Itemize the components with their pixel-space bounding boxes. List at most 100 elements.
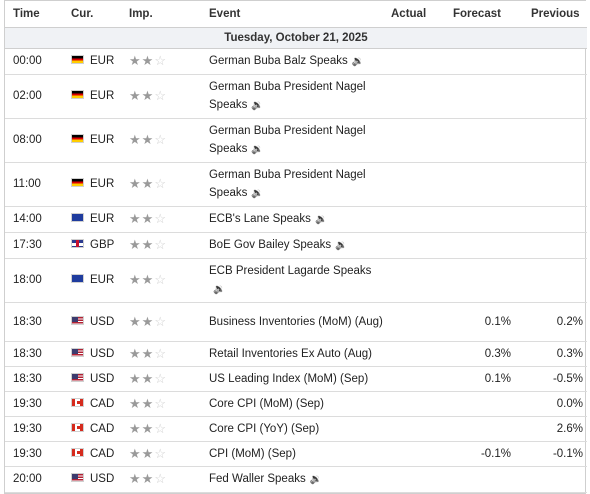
star-icon: ★ — [141, 176, 155, 191]
event-name[interactable]: Core CPI (MoM) (Sep) — [209, 397, 325, 410]
currency-cell: EUR — [71, 258, 129, 303]
event-name[interactable]: German Buba Balz Speaks — [209, 54, 348, 67]
table-row[interactable]: 00:00 EUR ★★☆ German Buba Balz Speaks 🔉 — [5, 48, 587, 75]
header-previous[interactable]: Previous — [513, 1, 587, 28]
table-row[interactable]: 20:00 USD ★★☆ Fed Waller Speaks 🔉 — [5, 466, 587, 493]
actual-value — [383, 118, 443, 163]
previous-value — [513, 206, 587, 233]
event-name[interactable]: German Buba President Nagel Speaks — [209, 168, 366, 199]
previous-value — [513, 232, 587, 259]
us-flag-icon — [71, 347, 84, 357]
event-cell[interactable]: Fed Waller Speaks 🔉 — [209, 466, 383, 493]
event-time: 17:30 — [5, 232, 71, 259]
star-icon: ★ — [129, 370, 142, 386]
header-actual[interactable]: Actual — [383, 1, 443, 28]
event-cell[interactable]: German Buba President Nagel Speaks 🔉 — [209, 74, 383, 119]
importance-cell: ★★☆ — [129, 341, 209, 367]
previous-value — [513, 466, 587, 493]
event-cell[interactable]: Core CPI (MoM) (Sep) — [209, 391, 383, 417]
header-currency[interactable]: Cur. — [71, 1, 129, 28]
table-row[interactable]: 17:30 GBP ★★☆ BoE Gov Bailey Speaks 🔉 — [5, 232, 587, 259]
table-row[interactable]: 19:30 CAD ★★☆ Core CPI (YoY) (Sep) 2.6% — [5, 416, 587, 442]
header-importance[interactable]: Imp. — [129, 1, 209, 28]
de-flag-icon — [71, 134, 84, 144]
importance-cell: ★★☆ — [129, 118, 209, 163]
table-row[interactable]: 18:30 USD ★★☆ US Leading Index (MoM) (Sep) 0… — [5, 366, 587, 392]
forecast-value — [443, 258, 513, 303]
importance-stars: ★★☆ — [129, 237, 167, 252]
star-icon: ☆ — [154, 88, 167, 103]
event-name[interactable]: CPI (MoM) (Sep) — [209, 447, 296, 460]
star-icon: ★ — [141, 132, 155, 147]
event-name[interactable]: Business Inventories (MoM) (Aug) — [209, 315, 383, 328]
event-cell[interactable]: BoE Gov Bailey Speaks 🔉 — [209, 232, 383, 259]
economic-calendar: Time Cur. Imp. Event Actual Forecast Pre… — [4, 0, 587, 494]
table-row[interactable]: 08:00 EUR ★★☆ German Buba President Nagel S… — [5, 118, 587, 163]
previous-value: -0.1% — [513, 441, 587, 467]
event-cell[interactable]: Retail Inventories Ex Auto (Aug) — [209, 341, 383, 367]
forecast-value — [443, 466, 513, 493]
table-row[interactable]: 11:00 EUR ★★☆ German Buba President Nagel S… — [5, 162, 587, 207]
event-name[interactable]: Retail Inventories Ex Auto (Aug) — [209, 347, 372, 360]
header-event[interactable]: Event — [209, 1, 383, 28]
table-row[interactable]: 02:00 EUR ★★☆ German Buba President Nagel S… — [5, 74, 587, 119]
previous-value — [513, 162, 587, 207]
currency-code: GBP — [90, 239, 115, 251]
event-name[interactable]: German Buba President Nagel Speaks — [209, 124, 366, 155]
event-cell[interactable]: Core CPI (YoY) (Sep) — [209, 416, 383, 442]
event-cell[interactable]: German Buba President Nagel Speaks 🔉 — [209, 118, 383, 163]
star-icon: ★ — [141, 211, 155, 226]
event-cell[interactable]: CPI (MoM) (Sep) — [209, 441, 383, 467]
importance-stars: ★★☆ — [129, 132, 167, 147]
speaker-icon: 🔉 — [251, 99, 264, 111]
event-name[interactable]: German Buba President Nagel Speaks — [209, 80, 366, 111]
us-flag-icon — [71, 372, 84, 382]
importance-cell: ★★☆ — [129, 366, 209, 392]
event-name[interactable]: Core CPI (YoY) (Sep) — [209, 422, 320, 435]
table-row[interactable]: 19:30 CAD ★★☆ Core CPI (MoM) (Sep) 0.0% — [5, 391, 587, 417]
event-time: 19:30 — [5, 441, 71, 467]
star-icon: ☆ — [154, 370, 167, 386]
table-row[interactable]: 14:00 EUR ★★☆ ECB's Lane Speaks 🔉 — [5, 206, 587, 233]
event-name[interactable]: ECB's Lane Speaks — [209, 212, 311, 225]
previous-value: 0.2% — [513, 302, 587, 342]
importance-stars: ★★☆ — [129, 346, 167, 361]
header-time[interactable]: Time — [5, 1, 71, 28]
star-icon: ★ — [129, 345, 142, 361]
table-row[interactable]: 18:00 EUR ★★☆ ECB President Lagarde Speaks🔉 — [5, 258, 587, 303]
event-cell[interactable]: ECB President Lagarde Speaks 🔉 — [209, 258, 383, 303]
star-icon: ★ — [129, 211, 142, 226]
star-icon: ☆ — [154, 313, 167, 329]
event-name[interactable]: US Leading Index (MoM) (Sep) — [209, 372, 369, 385]
star-icon: ☆ — [154, 395, 167, 411]
importance-stars: ★★☆ — [129, 88, 167, 103]
event-name[interactable]: Fed Waller Speaks — [209, 472, 306, 485]
actual-value — [383, 341, 443, 367]
importance-cell: ★★☆ — [129, 466, 209, 493]
event-name[interactable]: BoE Gov Bailey Speaks — [209, 238, 332, 251]
importance-stars: ★★☆ — [129, 446, 167, 461]
previous-value: 0.0% — [513, 391, 587, 417]
ca-flag-icon — [71, 447, 84, 457]
us-flag-icon — [71, 315, 84, 325]
currency-cell: EUR — [71, 48, 129, 75]
de-flag-icon — [71, 55, 84, 65]
actual-value — [383, 258, 443, 303]
date-label: Tuesday, October 21, 2025 — [5, 27, 587, 49]
event-cell[interactable]: US Leading Index (MoM) (Sep) — [209, 366, 383, 392]
event-cell[interactable]: German Buba Balz Speaks 🔉 — [209, 48, 383, 75]
header-forecast[interactable]: Forecast — [443, 1, 513, 28]
currency-cell: USD — [71, 366, 129, 392]
event-cell[interactable]: German Buba President Nagel Speaks 🔉 — [209, 162, 383, 207]
event-cell[interactable]: Business Inventories (MoM) (Aug) — [209, 302, 383, 342]
event-cell[interactable]: ECB's Lane Speaks 🔉 — [209, 206, 383, 233]
table-row[interactable]: 19:30 CAD ★★☆ CPI (MoM) (Sep) -0.1% -0.1% — [5, 441, 587, 467]
table-row[interactable]: 18:30 USD ★★☆ Retail Inventories Ex Auto (A… — [5, 341, 587, 367]
currency-code: EUR — [90, 274, 115, 286]
table-row[interactable]: 18:30 USD ★★☆ Business Inventories (MoM) (A… — [5, 302, 587, 342]
previous-value — [513, 74, 587, 119]
previous-value: -0.5% — [513, 366, 587, 392]
actual-value — [383, 466, 443, 493]
event-name[interactable]: ECB President Lagarde Speaks — [209, 264, 372, 277]
forecast-value — [443, 118, 513, 163]
